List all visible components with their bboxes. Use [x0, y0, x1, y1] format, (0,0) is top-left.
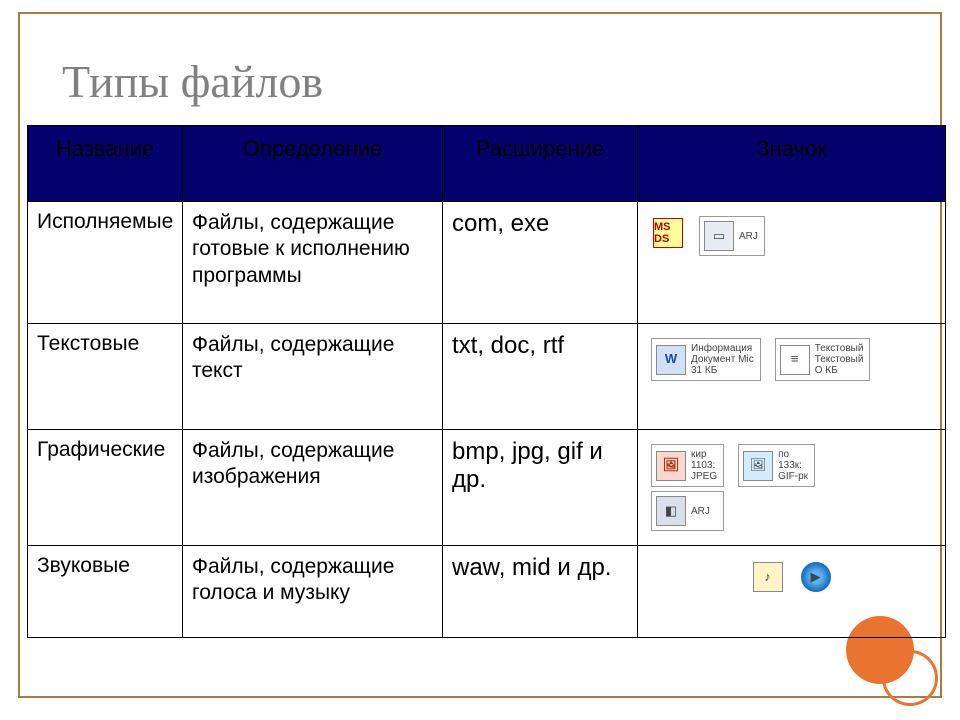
- cell-icons: W Информация Документ Mic 31 КБ ≡ Тексто…: [638, 324, 946, 430]
- cell-definition: Файлы, содержащие текст: [183, 324, 443, 430]
- cell-extension: bmp, jpg, gif и др.: [443, 430, 638, 546]
- cell-extension: txt, doc, rtf: [443, 324, 638, 430]
- arj-archive-icon: ◧ ARJ: [651, 491, 724, 531]
- sound-file-icon: ♪: [751, 560, 785, 594]
- jpeg-icon: 🖼 кир 1103: JPEG: [651, 444, 724, 487]
- arj-icon: ▭ ARJ: [699, 216, 765, 256]
- table-row: Исполняемые Файлы, содержащие готовые к …: [28, 202, 946, 324]
- accent-ring-icon: [882, 650, 938, 706]
- col-header-definition: Определение: [183, 126, 443, 202]
- msdos-icon: MS DS: [651, 216, 685, 250]
- col-header-extension: Расширение: [443, 126, 638, 202]
- file-types-table: Название Определение Расширение Значок И…: [27, 125, 946, 638]
- word-icon: W Информация Документ Mic 31 КБ: [651, 338, 761, 381]
- col-header-icon: Значок: [638, 126, 946, 202]
- cell-definition: Файлы, содержащие изображения: [183, 430, 443, 546]
- cell-icons: ♪ ▶: [638, 546, 946, 638]
- col-header-name: Название: [28, 126, 183, 202]
- table-row: Графические Файлы, содержащие изображени…: [28, 430, 946, 546]
- slide-title: Типы файлов: [62, 55, 323, 108]
- cell-name: Исполняемые: [28, 202, 183, 324]
- cell-icons: MS DS ▭ ARJ: [638, 202, 946, 324]
- table-header-row: Название Определение Расширение Значок: [28, 126, 946, 202]
- txt-icon: ≡ Текстовый Текстовый О КБ: [775, 338, 871, 381]
- media-player-icon: ▶: [799, 560, 833, 594]
- cell-name: Звуковые: [28, 546, 183, 638]
- cell-icons: 🖼 кир 1103: JPEG ◧ ARJ 🖼 по 133к: GIF-рк: [638, 430, 946, 546]
- table-row: Текстовые Файлы, содержащие текст txt, d…: [28, 324, 946, 430]
- gif-icon: 🖼 по 133к: GIF-рк: [738, 444, 815, 487]
- cell-definition: Файлы, содержащие голоса и музыку: [183, 546, 443, 638]
- cell-extension: waw, mid и др.: [443, 546, 638, 638]
- cell-extension: com, exe: [443, 202, 638, 324]
- cell-name: Графические: [28, 430, 183, 546]
- cell-definition: Файлы, содержащие готовые к исполнению п…: [183, 202, 443, 324]
- table-row: Звуковые Файлы, содержащие голоса и музы…: [28, 546, 946, 638]
- cell-name: Текстовые: [28, 324, 183, 430]
